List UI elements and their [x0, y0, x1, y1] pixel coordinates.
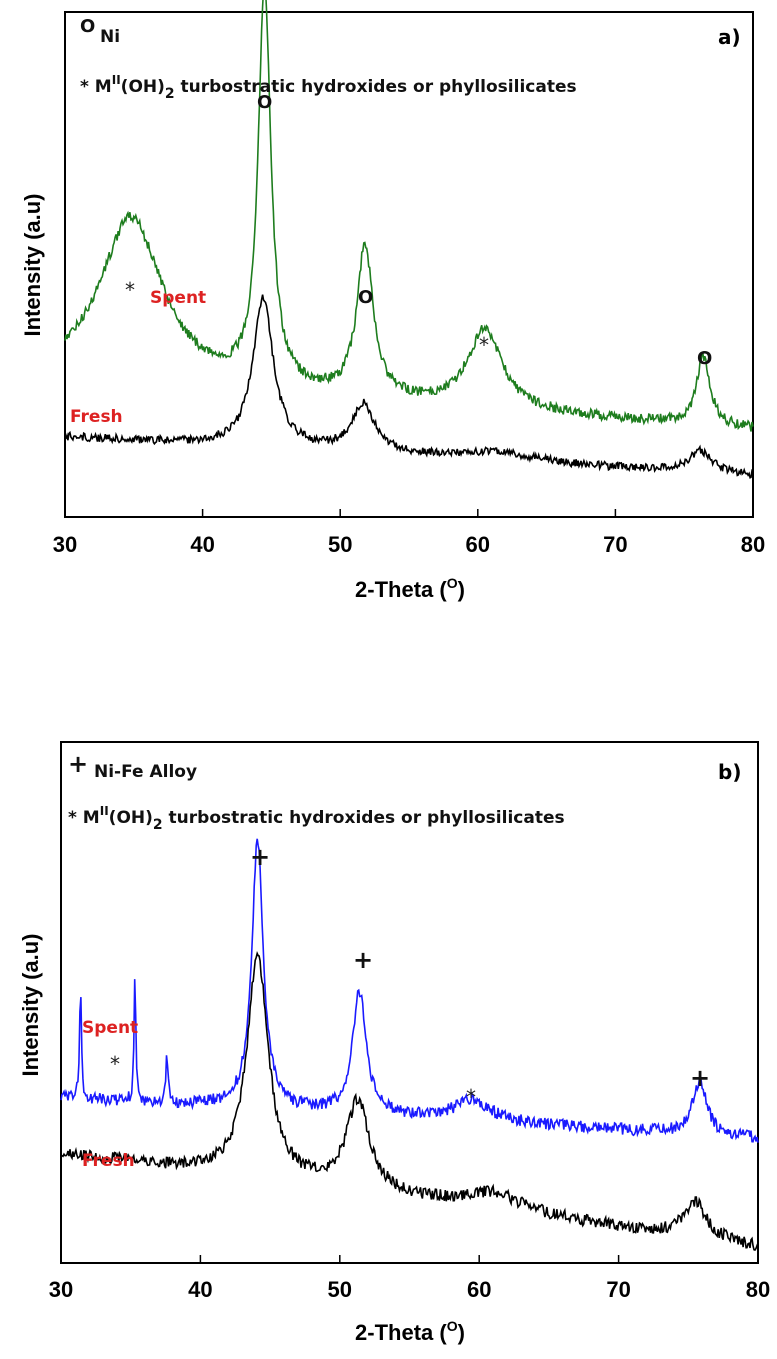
series-lines-b	[60, 838, 759, 1251]
series-line-spent	[60, 838, 759, 1143]
legend-a-suffix: turbostratic hydroxides or phyllosilicat…	[175, 77, 577, 97]
legend-ni-symbol: O	[80, 16, 95, 37]
x-tick-label: 70	[606, 1277, 630, 1302]
x-ticks-b: 30 40 50 60 70 80	[49, 1255, 770, 1302]
x-axis-title-a: 2-Theta (O)	[355, 575, 465, 602]
x-tick-label: 80	[746, 1277, 770, 1302]
x-axis-title-a-sup: O	[447, 575, 458, 591]
panel-label-a: a)	[718, 25, 741, 49]
series-line-spent	[64, 0, 754, 432]
x-tick-label: 30	[53, 532, 77, 557]
plot-frame-a	[64, 11, 754, 518]
series-label-spent-a: Spent	[150, 288, 206, 308]
y-axis-title-b: Intensity (a.u)	[18, 933, 43, 1076]
peak-marker-b-1: *	[110, 1052, 120, 1076]
x-axis-title-a-main: 2-Theta (	[355, 577, 447, 602]
legend-a-sub: 2	[165, 86, 175, 102]
peak-marker-a-3: O	[358, 287, 373, 308]
x-tick-label: 70	[603, 532, 627, 557]
x-tick-label: 40	[190, 532, 214, 557]
legend-nife-symbol: +	[68, 750, 88, 778]
peak-marker-a-4: *	[479, 333, 489, 357]
series-line-fresh	[64, 294, 754, 479]
peak-marker-a-2: O	[257, 92, 272, 113]
series-label-spent-b: Spent	[82, 1018, 138, 1038]
legend-a-mid: (OH)	[121, 77, 165, 97]
x-tick-label: 50	[328, 1277, 352, 1302]
legend-nife-text: Ni-Fe Alloy	[94, 762, 197, 782]
plot-frame-b	[60, 741, 759, 1264]
x-tick-label: 40	[188, 1277, 212, 1302]
panel-a: 30 40 50 60 70 80 O Ni * MII(OH)2 turbostrati…	[20, 0, 765, 602]
x-axis-title-b-main: 2-Theta (	[355, 1320, 447, 1345]
legend-a-prefix: * M	[80, 77, 112, 97]
x-tick-label: 50	[328, 532, 352, 557]
x-axis-title-b-end: )	[458, 1320, 465, 1345]
x-tick-label: 30	[49, 1277, 73, 1302]
legend-b-prefix: * M	[68, 808, 100, 828]
legend-b-sub: 2	[153, 817, 163, 833]
series-label-fresh-b: Fresh	[82, 1151, 135, 1171]
series-lines-a	[64, 0, 754, 479]
legend-a-sup: II	[112, 73, 121, 87]
legend-hydroxide-a: * MII(OH)2 turbostratic hydroxides or ph…	[80, 73, 577, 102]
series-line-fresh	[60, 950, 759, 1251]
legend-b-mid: (OH)	[109, 808, 153, 828]
peak-marker-b-4: *	[466, 1085, 476, 1109]
panel-b: 30 40 50 60 70 80 + Ni-Fe Alloy * MII(OH)2 tu…	[18, 741, 770, 1345]
x-tick-label: 60	[466, 532, 490, 557]
peak-marker-b-3: +	[353, 946, 373, 974]
legend-hydroxide-b: * MII(OH)2 turbostratic hydroxides or ph…	[68, 804, 565, 833]
legend-b-sup: II	[100, 804, 109, 818]
x-axis-title-b: 2-Theta (O)	[355, 1318, 465, 1345]
x-axis-title-b-sup: O	[447, 1318, 458, 1334]
panel-label-b: b)	[718, 760, 741, 784]
x-axis-title-a-end: )	[458, 577, 465, 602]
peak-marker-b-2: +	[250, 843, 270, 871]
legend-ni-text: Ni	[100, 27, 120, 47]
x-tick-label: 60	[467, 1277, 491, 1302]
x-tick-label: 80	[741, 532, 765, 557]
peak-marker-b-5: +	[690, 1064, 710, 1092]
y-axis-title-a: Intensity (a.u)	[20, 193, 45, 336]
series-label-fresh-a: Fresh	[70, 407, 123, 427]
peak-marker-a-1: *	[125, 278, 135, 302]
legend-b-suffix: turbostratic hydroxides or phyllosilicat…	[163, 808, 565, 828]
x-ticks-a: 30 40 50 60 70 80	[53, 509, 765, 557]
peak-marker-a-5: O	[697, 348, 712, 369]
